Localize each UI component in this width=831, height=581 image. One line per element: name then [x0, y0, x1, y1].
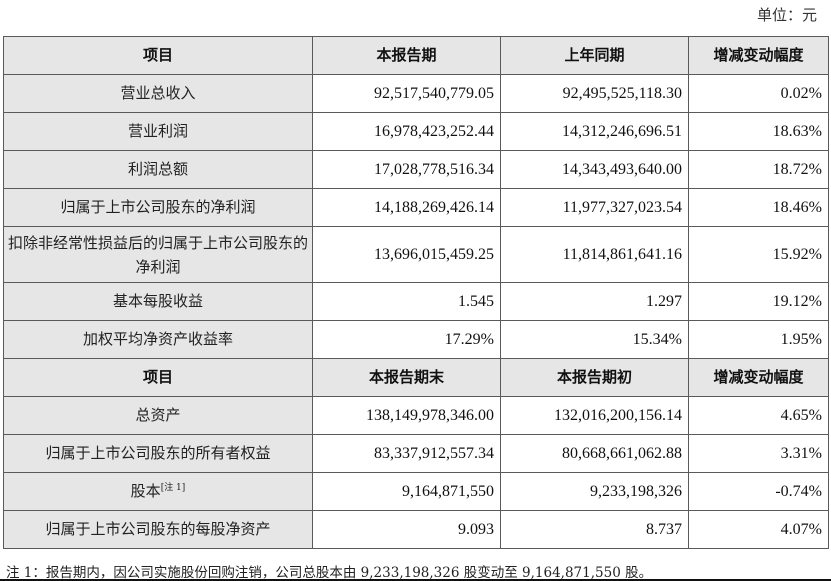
row-label: 营业利润: [3, 112, 313, 151]
header-item: 项目: [3, 358, 313, 397]
current-value: 14,188,269,426.14: [312, 188, 501, 227]
change-value: 1.95%: [688, 320, 829, 359]
header-period-end: 本报告期末: [312, 358, 501, 397]
current-value: 13,696,015,459.25: [312, 226, 501, 283]
change-value: 18.72%: [688, 150, 829, 189]
row-label: 利润总额: [3, 150, 313, 189]
row-label: 归属于上市公司股东的净利润: [3, 188, 313, 227]
table2-header-row: 项目 本报告期末 本报告期初 增减变动幅度: [3, 358, 829, 397]
header-change: 增减变动幅度: [688, 358, 829, 397]
row-label: 基本每股收益: [3, 282, 313, 321]
row-label: 营业总收入: [3, 74, 313, 113]
current-value: 17.29%: [312, 320, 501, 359]
prior-value: 11,814,861,641.16: [500, 226, 689, 283]
table-row: 基本每股收益 1.545 1.297 19.12%: [3, 282, 829, 321]
header-item: 项目: [3, 36, 313, 75]
table-row: 股本[注 1] 9,164,871,550 9,233,198,326 -0.7…: [3, 472, 829, 511]
prior-value: 14,312,246,696.51: [500, 112, 689, 151]
prior-value: 14,343,493,640.00: [500, 150, 689, 189]
footnote-text: 注 1：报告期内，因公司实施股份回购注销，公司总股本由 9,233,198,32…: [6, 565, 653, 581]
prior-value: 92,495,525,118.30: [500, 74, 689, 113]
prior-value: 11,977,327,023.54: [500, 188, 689, 227]
table-row: 营业利润 16,978,423,252.44 14,312,246,696.51…: [3, 112, 829, 151]
change-value: 15.92%: [688, 226, 829, 283]
current-value: 83,337,912,557.34: [312, 434, 501, 473]
current-value: 9,164,871,550: [312, 472, 501, 511]
header-change: 增减变动幅度: [688, 36, 829, 75]
change-value: 18.63%: [688, 112, 829, 151]
prior-value: 9,233,198,326: [500, 472, 689, 511]
row-label: 总资产: [3, 396, 313, 435]
change-value: 19.12%: [688, 282, 829, 321]
table-row: 归属于上市公司股东的每股净资产 9.093 8.737 4.07%: [3, 510, 829, 549]
current-value: 16,978,423,252.44: [312, 112, 501, 151]
table1-header-row: 项目 本报告期 上年同期 增减变动幅度: [3, 36, 829, 75]
change-value: 0.02%: [688, 74, 829, 113]
header-prior-period: 上年同期: [500, 36, 689, 75]
row-label: 扣除非经常性损益后的归属于上市公司股东的净利润: [3, 226, 313, 283]
table-row: 归属于上市公司股东的所有者权益 83,337,912,557.34 80,668…: [3, 434, 829, 473]
financial-summary-table: 项目 本报告期 上年同期 增减变动幅度 营业总收入 92,517,540,779…: [3, 36, 829, 549]
table-row: 总资产 138,149,978,346.00 132,016,200,156.1…: [3, 396, 829, 435]
unit-label: 单位：元: [756, 6, 817, 24]
change-value: 3.31%: [688, 434, 829, 473]
change-value: -0.74%: [688, 472, 829, 511]
row-label-text: 股本: [130, 482, 161, 500]
change-value: 18.46%: [688, 188, 829, 227]
bottom-rule: [0, 579, 831, 581]
table-row: 利润总额 17,028,778,516.34 14,343,493,640.00…: [3, 150, 829, 189]
change-value: 4.07%: [688, 510, 829, 549]
prior-value: 132,016,200,156.14: [500, 396, 689, 435]
change-value: 4.65%: [688, 396, 829, 435]
table-row: 扣除非经常性损益后的归属于上市公司股东的净利润 13,696,015,459.2…: [3, 226, 829, 283]
current-value: 92,517,540,779.05: [312, 74, 501, 113]
current-value: 17,028,778,516.34: [312, 150, 501, 189]
header-period-start: 本报告期初: [500, 358, 689, 397]
prior-value: 15.34%: [500, 320, 689, 359]
current-value: 1.545: [312, 282, 501, 321]
header-current-period: 本报告期: [312, 36, 501, 75]
row-label-with-note: 股本[注 1]: [3, 472, 313, 511]
table-row: 归属于上市公司股东的净利润 14,188,269,426.14 11,977,3…: [3, 188, 829, 227]
table-row: 加权平均净资产收益率 17.29% 15.34% 1.95%: [3, 320, 829, 359]
row-label: 归属于上市公司股东的所有者权益: [3, 434, 313, 473]
footnote-reference: [注 1]: [160, 483, 186, 493]
row-label: 归属于上市公司股东的每股净资产: [3, 510, 313, 549]
row-label: 加权平均净资产收益率: [3, 320, 313, 359]
table-row: 营业总收入 92,517,540,779.05 92,495,525,118.3…: [3, 74, 829, 113]
prior-value: 80,668,661,062.88: [500, 434, 689, 473]
current-value: 138,149,978,346.00: [312, 396, 501, 435]
current-value: 9.093: [312, 510, 501, 549]
prior-value: 8.737: [500, 510, 689, 549]
prior-value: 1.297: [500, 282, 689, 321]
